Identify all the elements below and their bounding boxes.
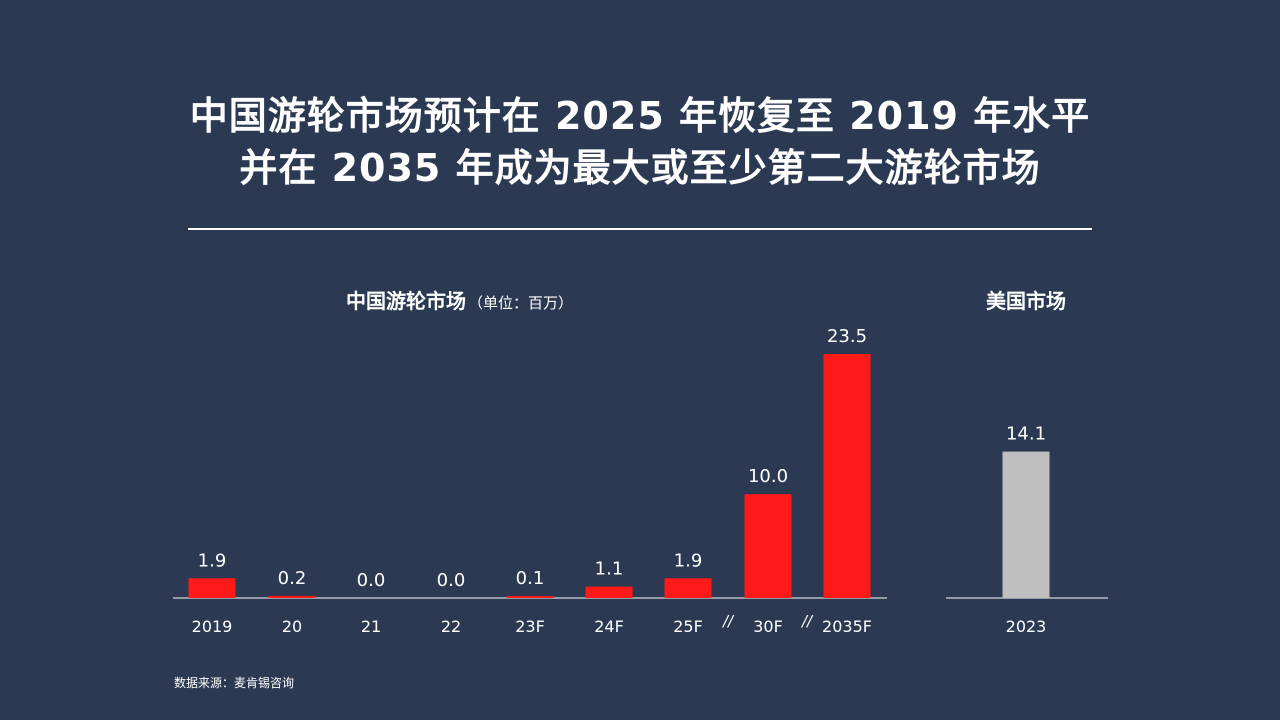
us-tick-label: 2023 [1006,617,1047,636]
china-data-label: 23.5 [827,326,867,347]
china-data-label: 0.0 [437,570,466,591]
source-note: 数据来源：麦肯锡咨询 [174,676,295,690]
title-line-2: 并在 2035 年成为最大或至少第二大游轮市场 [239,146,1041,190]
china-tick-label: 24F [594,617,624,636]
us-data-label: 14.1 [1006,424,1046,445]
china-tick-label: 2035F [822,617,872,636]
us-bar [1002,451,1050,598]
china-bar [188,578,236,598]
china-bar [268,595,316,598]
bars-layer: 1.9 2019 0.2 20 0.0 21 0.0 22 0.1 23F 1.1 24F 1.9 25F… [188,326,1050,636]
china-data-label: 0.1 [516,568,545,589]
china-bar [823,354,871,598]
china-tick-label: 25F [673,617,703,636]
china-data-label: 1.1 [595,559,624,580]
us-chart-title: 美国市场 [986,289,1066,313]
china-data-label: 0.2 [278,568,307,589]
china-data-label: 1.9 [198,550,227,571]
china-bar [744,494,792,598]
page-title: 中国游轮市场预计在 2025 年恢复至 2019 年水平 并在 2035 年成为… [0,90,1280,194]
china-tick-label: 23F [515,617,545,636]
axis-break-mark: // [721,612,735,630]
china-tick-label: 20 [282,617,302,636]
china-data-label: 10.0 [748,466,788,487]
china-chart-unit: （单位：百万） [468,294,573,312]
china-tick-label: 2019 [192,617,233,636]
china-chart-title: 中国游轮市场 [346,289,466,313]
title-line-1: 中国游轮市场预计在 2025 年恢复至 2019 年水平 [189,94,1091,138]
china-bar [506,596,554,598]
title-divider [188,228,1092,230]
china-bar [585,586,633,598]
china-bar [664,578,712,598]
china-tick-label: 21 [361,617,381,636]
china-data-label: 1.9 [674,550,703,571]
axis-break-mark: // [800,612,814,630]
china-tick-label: 22 [441,617,461,636]
china-tick-label: 30F [753,617,783,636]
china-data-label: 0.0 [357,570,386,591]
